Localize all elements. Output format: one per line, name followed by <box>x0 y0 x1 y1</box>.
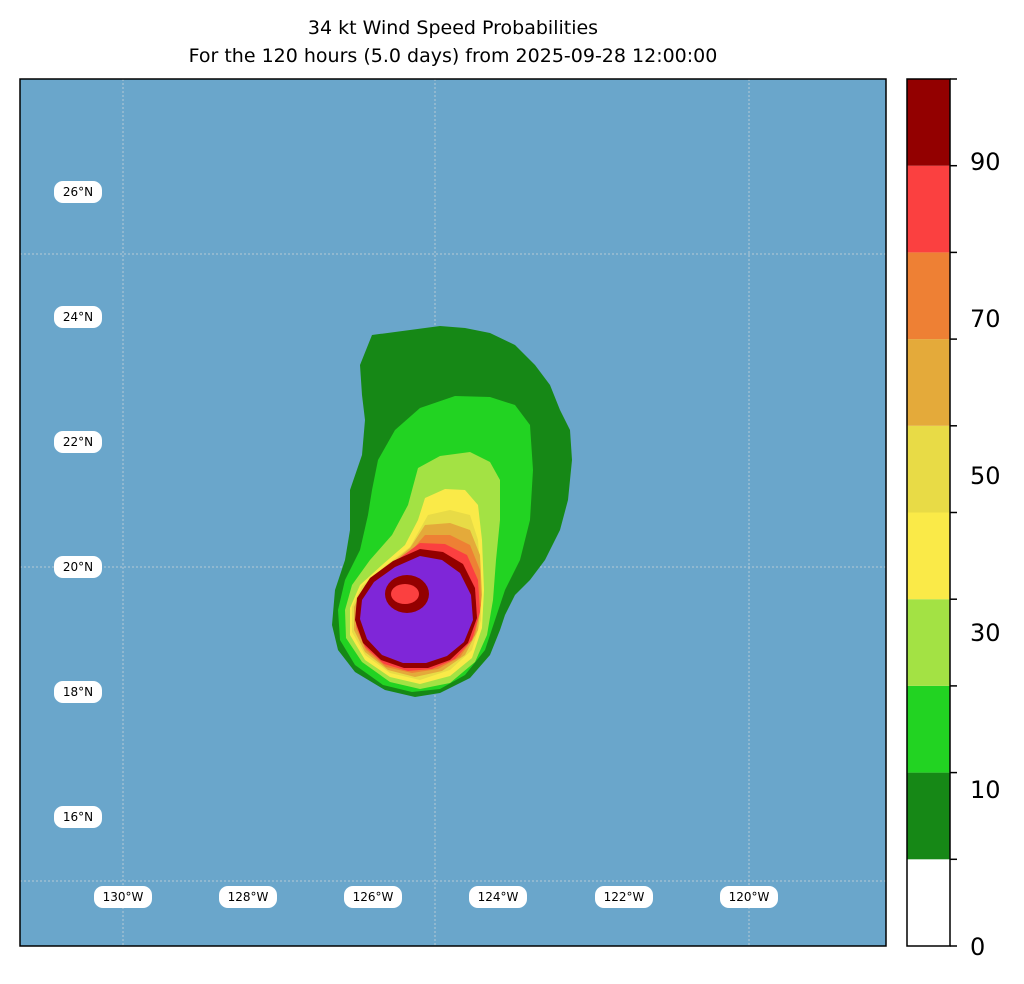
probability-contours <box>332 326 572 697</box>
longitude-labels: 130°W 128°W 126°W 124°W 122°W 120°W <box>94 886 778 908</box>
map-title: 34 kt Wind Speed Probabilities <box>307 17 599 39</box>
colorbar-segment <box>907 165 950 253</box>
lat-label: 26°N <box>54 181 102 203</box>
lat-label: 20°N <box>54 556 102 578</box>
colorbar-label-0: 0 <box>970 933 985 961</box>
colorbar-segment <box>907 252 950 340</box>
colorbar-segment <box>907 339 950 426</box>
lon-label: 126°W <box>344 886 402 908</box>
map-panel: 26°N 24°N 22°N 20°N 18°N 16°N <box>19 78 887 947</box>
lat-label: 16°N <box>54 806 102 828</box>
lon-label-text: 126°W <box>353 890 394 904</box>
lat-label: 24°N <box>54 306 102 328</box>
colorbar-label-50: 50 <box>970 462 1001 490</box>
lon-label-text: 124°W <box>478 890 519 904</box>
colorbar-segment <box>907 512 950 600</box>
map-subtitle: For the 120 hours (5.0 days) from 2025-0… <box>188 45 718 67</box>
lat-label-text: 20°N <box>63 560 93 574</box>
lon-label-text: 120°W <box>729 890 770 904</box>
colorbar-label-90: 90 <box>970 148 1001 176</box>
lon-label: 124°W <box>469 886 527 908</box>
lon-label: 122°W <box>595 886 653 908</box>
colorbar-segment <box>907 79 950 166</box>
lon-label: 130°W <box>94 886 152 908</box>
colorbar-ticks <box>950 78 957 947</box>
colorbar-segment <box>907 772 950 860</box>
colorbar-label-10: 10 <box>970 776 1001 804</box>
colorbar-label-30: 30 <box>970 619 1001 647</box>
map-frame <box>19 78 887 947</box>
colorbar-label-70: 70 <box>970 305 1001 333</box>
colorbar-segment <box>907 859 950 946</box>
lon-label: 120°W <box>720 886 778 908</box>
core-80-percent <box>391 584 419 604</box>
lat-label-text: 18°N <box>63 685 93 699</box>
colorbar-segment <box>907 685 950 773</box>
lon-label-text: 130°W <box>103 890 144 904</box>
lon-label-text: 128°W <box>228 890 269 904</box>
lat-label-text: 24°N <box>63 310 93 324</box>
lat-label: 18°N <box>54 681 102 703</box>
colorbar-segment <box>907 599 950 686</box>
lat-label-text: 16°N <box>63 810 93 824</box>
lat-label-text: 26°N <box>63 185 93 199</box>
latitude-labels: 26°N 24°N 22°N 20°N 18°N 16°N <box>54 181 102 828</box>
colorbar-segments <box>907 79 950 946</box>
lon-label-text: 122°W <box>604 890 645 904</box>
colorbar: 0 10 30 50 70 90 <box>906 78 1001 961</box>
lon-label: 128°W <box>219 886 277 908</box>
lat-label-text: 22°N <box>63 435 93 449</box>
lat-label: 22°N <box>54 431 102 453</box>
colorbar-segment <box>907 425 950 513</box>
